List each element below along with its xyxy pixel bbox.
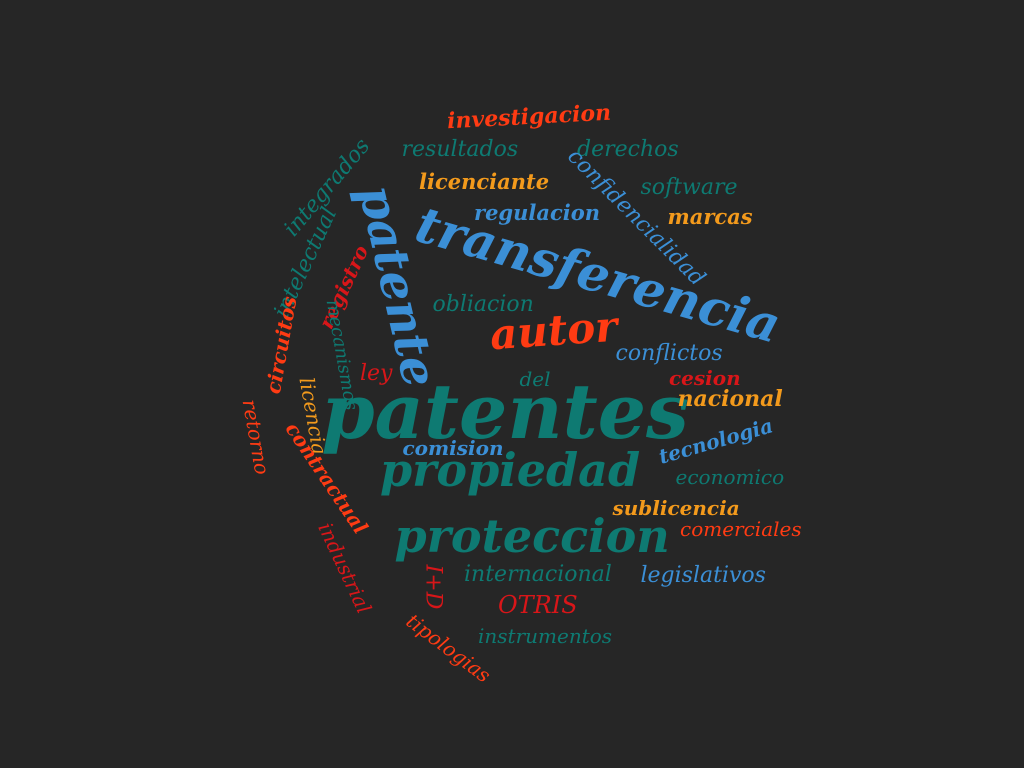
word-sublicencia: sublicencia	[612, 496, 740, 520]
word-cesion: cesion	[669, 366, 741, 390]
word-internacional: internacional	[464, 562, 612, 587]
word-patentes: patentes	[321, 367, 689, 456]
word-software: software	[640, 175, 738, 200]
word-licenciante: licenciante	[419, 168, 550, 194]
word-marcas: marcas	[667, 203, 753, 229]
word-instrumentos: instrumentos	[478, 624, 613, 648]
word-investigacion: investigacion	[446, 99, 612, 135]
word-industrial: industrial	[313, 518, 377, 618]
word-resultados: resultados	[401, 137, 519, 162]
word-proteccion: proteccion	[394, 509, 670, 563]
word-legislativos: legislativos	[640, 563, 766, 588]
word-regulacion: regulacion	[474, 199, 600, 225]
word-comerciales: comerciales	[680, 517, 802, 541]
word-comision: comision	[402, 436, 504, 460]
word-retorno: retorno	[237, 397, 275, 477]
word-economico: economico	[675, 465, 785, 489]
word-derechos: derechos	[577, 137, 679, 162]
word-i-d: I+D	[419, 564, 445, 610]
word-propiedad: propiedad	[380, 443, 641, 497]
word-tipologias: tipologias	[401, 608, 495, 688]
word-otris: OTRIS	[498, 591, 578, 619]
word-del: del	[519, 367, 551, 391]
word-conflictos: conflictos	[615, 341, 723, 366]
word-nacional: nacional	[677, 386, 783, 412]
word-ley: ley	[360, 361, 393, 386]
word-obliacion: obliacion	[432, 292, 534, 317]
